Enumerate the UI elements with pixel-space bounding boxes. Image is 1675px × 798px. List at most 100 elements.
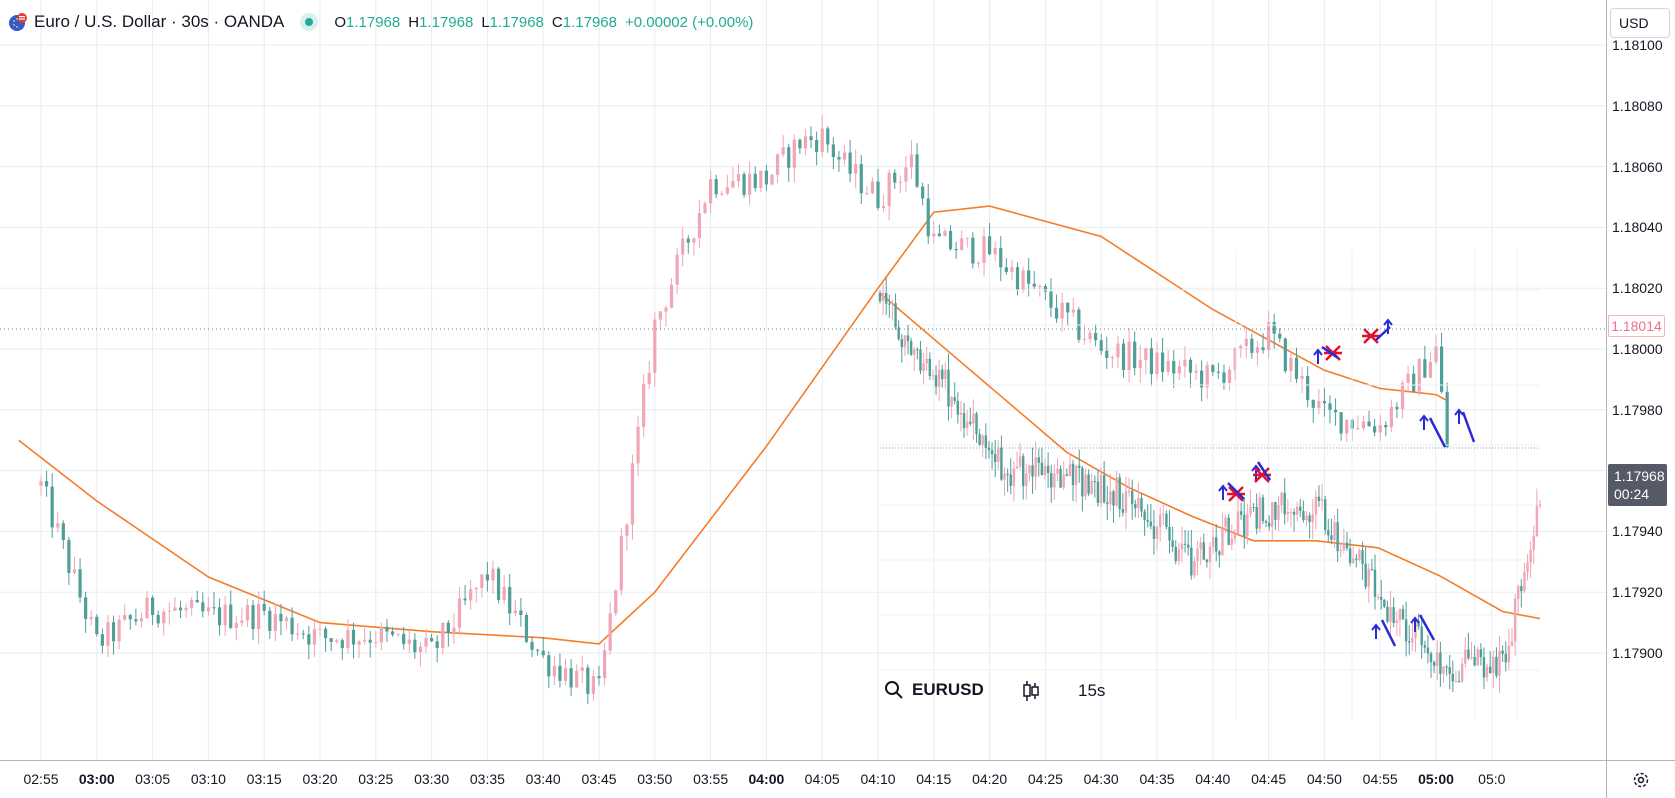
inset-candle	[1501, 650, 1504, 655]
inset-candle	[1155, 527, 1159, 539]
inset-candle	[894, 303, 897, 328]
inset-candle	[1022, 456, 1025, 486]
inset-candle	[1084, 474, 1087, 497]
candle	[1306, 375, 1310, 400]
candle	[446, 622, 450, 633]
candle	[597, 676, 601, 679]
signal-arrow-head	[1218, 484, 1228, 492]
inset-candle	[1127, 490, 1131, 492]
candle	[904, 167, 908, 182]
candle	[591, 676, 596, 694]
chart-canvas[interactable]	[0, 0, 1606, 760]
price-scale[interactable]	[1606, 0, 1675, 760]
candle	[268, 610, 272, 631]
candle	[1049, 291, 1053, 308]
inset-candle	[1000, 447, 1003, 480]
inset-candle	[1056, 468, 1059, 474]
inset-candle	[1239, 511, 1243, 515]
candle	[1439, 346, 1444, 392]
candle	[826, 128, 830, 145]
candle	[1138, 360, 1142, 369]
inset-candle	[1193, 561, 1196, 576]
inset-candle	[1158, 514, 1162, 528]
signal-cross-icon	[1227, 486, 1245, 502]
inset-candle	[1464, 649, 1467, 664]
candle	[307, 634, 311, 645]
candle	[1116, 343, 1120, 358]
inset-candle	[1249, 506, 1252, 514]
symbol-legend: Euro / U.S. Dollar · 30s · OANDA O1.1796…	[8, 10, 753, 34]
candle	[1038, 286, 1042, 288]
signal-arrow-head	[1454, 408, 1464, 416]
time-tick-label: 03:45	[581, 771, 617, 787]
inset-candle	[1043, 465, 1047, 475]
candle	[1400, 382, 1405, 410]
inset-candle	[1261, 497, 1265, 522]
inset-candle	[1485, 666, 1489, 678]
inset-candle	[1046, 465, 1050, 474]
candle	[686, 238, 690, 243]
inset-candle	[1224, 517, 1227, 527]
time-tick-label: 04:15	[916, 771, 952, 787]
inset-candle	[1009, 474, 1012, 486]
candle	[296, 633, 300, 635]
candle	[809, 136, 813, 141]
candle	[1088, 332, 1092, 339]
inset-candle	[1078, 465, 1081, 468]
time-scale[interactable]: 02:55 03:00 03:05 03:10 03:15 03:20 03:25 03:30…	[0, 760, 1606, 798]
time-tick-label: 05:0	[1478, 771, 1506, 787]
candle	[993, 248, 997, 255]
candle	[212, 607, 216, 609]
candle	[329, 638, 333, 642]
candle	[787, 147, 791, 168]
candle	[1261, 347, 1265, 351]
inset-candle	[1187, 544, 1190, 548]
market-status-icon[interactable]	[300, 13, 319, 31]
chart-pane[interactable]: Euro / U.S. Dollar · 30s · OANDA O1.1796…	[0, 0, 1606, 760]
overlay-symbol-search-button[interactable]: EURUSD	[880, 676, 988, 704]
candle	[452, 627, 456, 633]
candle	[1144, 348, 1148, 361]
candle	[335, 640, 339, 642]
candle	[1406, 373, 1410, 383]
candle	[117, 619, 121, 642]
candle	[234, 622, 238, 628]
time-tick-label: 03:05	[135, 771, 171, 787]
inset-candle	[888, 303, 891, 305]
inset-candle	[1280, 492, 1283, 506]
overlay-interval-button[interactable]: 15s	[1078, 681, 1106, 700]
symbol-title[interactable]: Euro / U.S. Dollar · 30s · OANDA	[34, 12, 285, 31]
inset-candle	[1323, 499, 1327, 530]
candle	[50, 486, 54, 528]
price-tick-label: 1.17920	[1612, 584, 1663, 601]
inset-candle	[1392, 607, 1395, 623]
inset-candle	[1370, 569, 1374, 571]
search-icon	[885, 681, 903, 699]
inset-candle	[1065, 474, 1068, 476]
chart-settings-button[interactable]	[1606, 760, 1675, 798]
candle	[1071, 309, 1075, 313]
candle	[1434, 346, 1438, 363]
candle	[385, 626, 389, 632]
candle	[703, 203, 707, 213]
candle	[1428, 362, 1433, 378]
candle	[151, 597, 155, 615]
candle	[485, 574, 489, 581]
inset-candle	[1292, 511, 1296, 515]
candle	[390, 631, 395, 635]
inset-candle	[1006, 473, 1009, 475]
inset-candle	[1102, 475, 1106, 503]
inset-candle	[1398, 609, 1402, 621]
inset-candle	[1059, 468, 1062, 488]
signal-trend-stroke	[1375, 326, 1391, 341]
inset-candle	[1071, 463, 1075, 486]
inset-candle	[1050, 473, 1053, 488]
candle	[720, 193, 724, 195]
time-tick-label: 02:55	[23, 771, 59, 787]
candle	[798, 139, 802, 149]
bar-countdown: 00:24	[1614, 486, 1650, 502]
time-tick-label: 04:55	[1362, 771, 1398, 787]
chart-style-button[interactable]	[1018, 676, 1044, 706]
inset-candle	[1330, 535, 1333, 540]
currency-select[interactable]: USD	[1610, 8, 1670, 38]
